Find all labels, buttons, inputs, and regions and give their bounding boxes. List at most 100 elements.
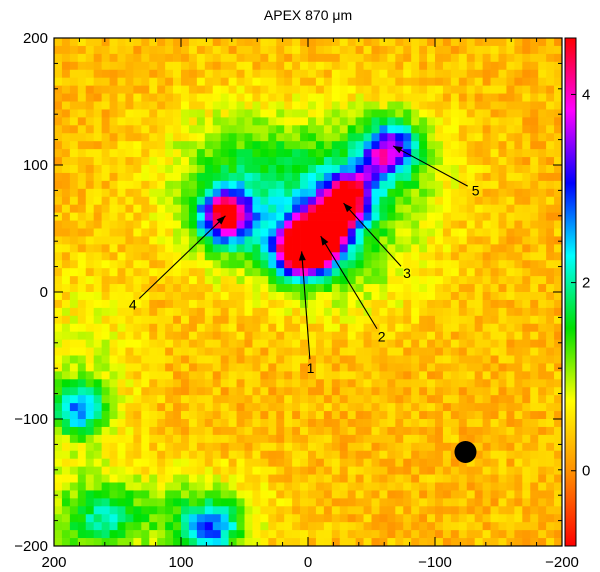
heatmap-pixel — [458, 347, 468, 356]
heatmap-pixel — [276, 498, 285, 507]
heatmap-pixel — [85, 379, 95, 388]
heatmap-pixel — [458, 109, 468, 118]
heatmap-pixel — [474, 331, 483, 340]
heatmap-pixel — [276, 212, 285, 221]
heatmap-pixel — [252, 363, 261, 372]
heatmap-pixel — [77, 490, 87, 499]
heatmap-pixel — [284, 228, 293, 237]
heatmap-pixel — [363, 307, 372, 317]
heatmap-pixel — [188, 514, 198, 523]
heatmap-pixel — [427, 196, 436, 206]
heatmap-pixel — [427, 379, 436, 388]
heatmap-pixel — [292, 514, 301, 523]
heatmap-pixel — [173, 426, 182, 436]
heatmap-pixel — [419, 323, 428, 333]
heatmap-pixel — [292, 38, 301, 47]
heatmap-pixel — [538, 419, 547, 428]
heatmap-pixel — [149, 85, 158, 94]
heatmap-pixel — [331, 53, 341, 63]
heatmap-pixel — [514, 77, 523, 86]
heatmap-pixel — [490, 236, 499, 245]
heatmap-pixel — [498, 61, 507, 71]
heatmap-pixel — [284, 466, 293, 475]
heatmap-pixel — [323, 379, 333, 388]
heatmap-pixel — [347, 442, 356, 452]
heatmap-pixel — [315, 379, 325, 388]
heatmap-pixel — [331, 236, 341, 245]
heatmap-pixel — [220, 45, 229, 55]
heatmap-pixel — [458, 434, 468, 444]
heatmap-pixel — [260, 379, 269, 388]
heatmap-pixel — [450, 347, 460, 356]
heatmap-pixel — [506, 347, 515, 356]
heatmap-pixel — [54, 268, 63, 277]
heatmap-pixel — [141, 85, 150, 94]
heatmap-pixel — [435, 450, 444, 460]
heatmap-pixel — [54, 395, 63, 404]
heatmap-pixel — [355, 419, 364, 428]
heatmap-pixel — [419, 165, 428, 174]
heatmap-pixel — [427, 204, 436, 213]
heatmap-pixel — [427, 45, 436, 55]
heatmap-pixel — [530, 212, 539, 221]
heatmap-pixel — [157, 157, 166, 166]
heatmap-pixel — [308, 299, 317, 309]
heatmap-pixel — [363, 522, 372, 531]
heatmap-pixel — [236, 165, 245, 174]
heatmap-pixel — [125, 522, 134, 531]
heatmap-pixel — [220, 228, 229, 237]
heatmap-pixel — [427, 61, 436, 71]
heatmap-pixel — [458, 371, 468, 380]
heatmap-pixel — [371, 315, 380, 325]
heatmap-pixel — [101, 474, 110, 483]
heatmap-pixel — [347, 228, 356, 237]
heatmap-pixel — [331, 522, 341, 531]
heatmap-pixel — [323, 434, 333, 444]
heatmap-pixel — [371, 252, 380, 261]
heatmap-pixel — [427, 125, 436, 134]
heatmap-pixel — [490, 347, 499, 356]
heatmap-pixel — [157, 315, 166, 325]
heatmap-pixel — [347, 538, 356, 546]
heatmap-pixel — [54, 252, 63, 261]
heatmap-pixel — [355, 38, 364, 47]
heatmap-pixel — [204, 498, 214, 507]
heatmap-pixel — [387, 236, 396, 245]
heatmap-pixel — [85, 530, 95, 539]
heatmap-pixel — [284, 530, 293, 539]
heatmap-pixel — [188, 188, 198, 198]
heatmap-pixel — [458, 53, 468, 63]
heatmap-pixel — [490, 220, 499, 229]
heatmap-pixel — [125, 387, 134, 396]
heatmap-pixel — [236, 442, 245, 452]
heatmap-pixel — [554, 212, 562, 221]
heatmap-pixel — [395, 419, 404, 428]
heatmap-pixel — [363, 188, 372, 198]
heatmap-pixel — [315, 363, 325, 372]
heatmap-pixel — [54, 498, 63, 507]
heatmap-pixel — [109, 506, 118, 515]
heatmap-pixel — [228, 85, 237, 94]
heatmap-pixel — [323, 38, 333, 47]
heatmap-pixel — [450, 204, 460, 213]
heatmap-pixel — [482, 204, 491, 213]
heatmap-pixel — [196, 403, 206, 412]
heatmap-pixel — [538, 117, 547, 126]
heatmap-pixel — [109, 347, 118, 356]
heatmap-pixel — [165, 538, 174, 546]
heatmap-pixel — [77, 117, 87, 126]
heatmap-pixel — [117, 411, 126, 420]
heatmap-pixel — [554, 292, 562, 301]
heatmap-pixel — [173, 125, 182, 134]
heatmap-pixel — [204, 69, 214, 79]
heatmap-pixel — [554, 355, 562, 364]
heatmap-pixel — [244, 165, 253, 174]
heatmap-pixel — [355, 260, 364, 269]
heatmap-pixel — [117, 38, 126, 47]
heatmap-pixel — [212, 180, 222, 190]
heatmap-pixel — [252, 284, 261, 293]
heatmap-pixel — [522, 323, 531, 333]
heatmap-pixel — [450, 109, 460, 118]
heatmap-pixel — [292, 442, 301, 452]
heatmap-pixel — [228, 228, 237, 237]
